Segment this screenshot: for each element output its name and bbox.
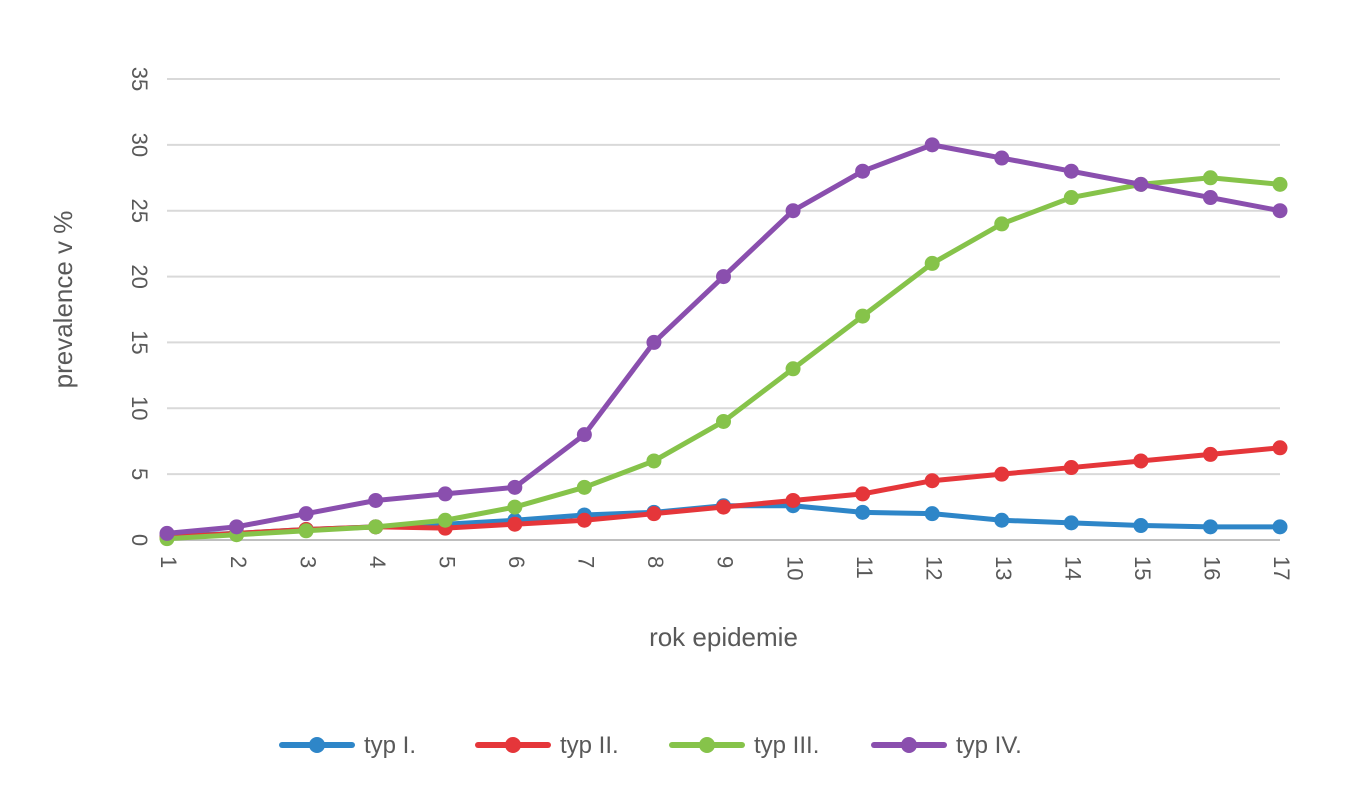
data-point <box>298 506 314 522</box>
data-point <box>785 203 801 219</box>
data-point <box>229 519 245 535</box>
x-tick-label: 2 <box>226 556 251 568</box>
legend-label: typ I. <box>364 732 416 759</box>
legend-item: typ IV. <box>871 732 1022 759</box>
data-point <box>855 504 871 520</box>
y-tick-label: 35 <box>127 67 152 91</box>
data-point <box>716 413 731 429</box>
series-lines <box>159 137 1288 547</box>
data-point <box>855 308 871 324</box>
data-point <box>1272 440 1288 456</box>
x-tick-label: 14 <box>1061 556 1086 580</box>
x-tick-label: 8 <box>643 556 668 568</box>
x-tick-label: 1 <box>156 556 181 568</box>
x-tick-label: 3 <box>295 556 320 568</box>
data-point <box>507 479 523 495</box>
legend-item: typ III. <box>669 732 819 759</box>
data-point <box>576 427 592 443</box>
data-point <box>1063 163 1079 179</box>
data-point <box>646 453 662 469</box>
data-point <box>785 361 801 377</box>
data-point <box>646 334 662 350</box>
data-point <box>1202 519 1218 535</box>
data-point <box>1133 453 1149 469</box>
data-point <box>994 150 1010 166</box>
data-point <box>1133 176 1149 192</box>
y-axis-ticks: 0 5 10 15 20 25 30 35 <box>127 67 152 546</box>
data-point <box>1202 170 1218 186</box>
data-point <box>855 163 871 179</box>
legend-item: typ II. <box>475 732 619 759</box>
x-tick-label: 13 <box>991 556 1016 580</box>
data-point <box>1272 519 1288 535</box>
data-point <box>159 525 175 541</box>
data-point <box>437 512 453 528</box>
data-point <box>1272 176 1288 192</box>
data-point <box>994 466 1010 482</box>
data-point <box>855 486 871 502</box>
data-point <box>716 499 731 515</box>
x-axis-ticks: 1 2 3 4 5 6 7 8 9 10 11 12 13 14 15 16 17 <box>156 556 1294 580</box>
y-tick-label: 0 <box>127 534 152 546</box>
data-point <box>298 523 314 539</box>
data-point <box>576 512 592 528</box>
legend-label: typ IV. <box>956 732 1022 759</box>
y-tick-label: 30 <box>127 133 152 157</box>
x-tick-label: 12 <box>921 556 946 580</box>
data-point <box>994 216 1010 232</box>
y-tick-label: 15 <box>127 330 152 354</box>
data-point <box>576 479 592 495</box>
x-tick-label: 4 <box>365 556 390 568</box>
y-tick-label: 10 <box>127 396 152 420</box>
data-point <box>507 516 523 532</box>
x-tick-label: 10 <box>782 556 807 580</box>
data-point <box>646 506 662 522</box>
data-point <box>994 512 1010 528</box>
y-tick-label: 25 <box>127 198 152 222</box>
series-4 <box>159 137 1288 541</box>
x-tick-label: 11 <box>852 556 877 579</box>
data-point <box>924 506 940 522</box>
x-axis-title: rok epidemie <box>649 622 798 652</box>
data-point <box>368 519 384 535</box>
data-point <box>368 492 384 508</box>
legend-swatch-marker <box>699 737 715 753</box>
x-tick-label: 16 <box>1200 556 1225 580</box>
data-point <box>924 255 940 271</box>
x-tick-label: 7 <box>574 556 599 568</box>
y-axis-title: prevalence v % <box>48 211 78 389</box>
data-point <box>924 473 940 489</box>
y-tick-label: 5 <box>127 468 152 480</box>
gridlines <box>167 78 1280 541</box>
x-tick-label: 15 <box>1130 556 1155 580</box>
data-point <box>1063 460 1079 476</box>
data-point <box>1202 190 1218 206</box>
data-point <box>716 269 731 285</box>
legend: typ I. typ II. typ III. typ IV. <box>279 732 1022 759</box>
y-tick-label: 20 <box>127 264 152 288</box>
data-point <box>924 137 940 153</box>
series-3 <box>159 170 1288 547</box>
data-point <box>507 499 523 515</box>
data-point <box>437 486 453 502</box>
data-point <box>1063 515 1079 531</box>
legend-item: typ I. <box>279 732 416 759</box>
series-line <box>164 175 1283 542</box>
data-point <box>1133 518 1149 534</box>
data-point <box>1063 190 1079 206</box>
x-tick-label: 5 <box>434 556 459 568</box>
legend-label: typ II. <box>560 732 619 759</box>
data-point <box>785 492 801 508</box>
legend-swatch-marker <box>901 737 917 753</box>
legend-swatch-marker <box>505 737 521 753</box>
x-tick-label: 6 <box>504 556 529 568</box>
x-tick-label: 17 <box>1269 556 1294 580</box>
data-point <box>1202 446 1218 462</box>
x-tick-label: 9 <box>713 556 738 568</box>
legend-swatch-marker <box>309 737 325 753</box>
legend-label: typ III. <box>754 732 819 759</box>
data-point <box>1272 203 1288 219</box>
